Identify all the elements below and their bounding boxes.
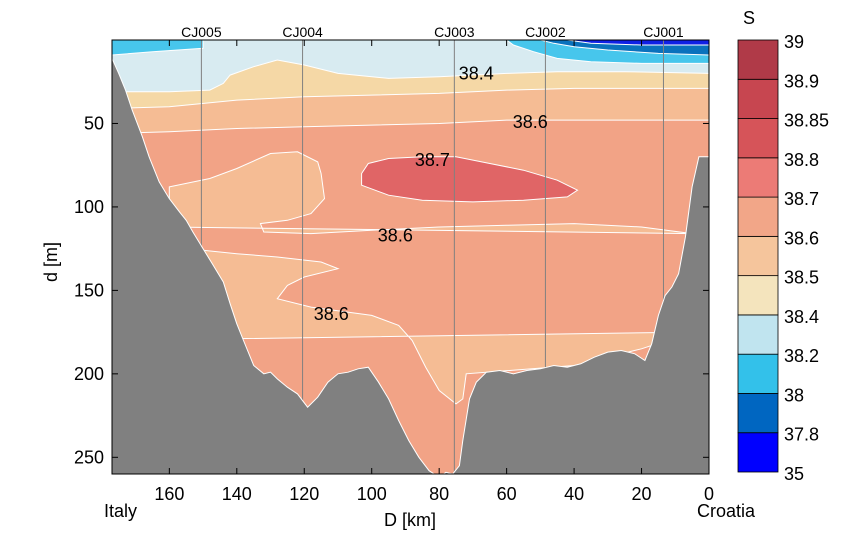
x-end-label-left: Italy [104,501,137,521]
colorbar-swatch [737,157,779,198]
colorbar-tick-label: 35 [784,464,804,484]
y-tick-label: 150 [74,280,104,300]
contour-label: 38.6 [513,112,548,132]
x-axis: 160 140 120 100 80 60 40 20 0 [154,40,714,504]
x-tick-label: 100 [357,484,387,504]
colorbar-tick-label: 38.8 [784,150,819,170]
contour-label: 38.7 [415,150,450,170]
y-axis-label: d [m] [41,242,61,282]
colorbar-tick-label: 39 [784,32,804,52]
salinity-region [112,40,204,56]
colorbar-tick-label: 38.6 [784,228,819,248]
y-axis: 50 100 150 200 250 [74,113,709,467]
salinity-region [361,156,579,203]
station-labels: CJ005 CJ004 CJ003 CJ002 CJ001 [181,24,684,40]
x-tick-label: 0 [704,484,714,504]
colorbar-tick-label: 38.9 [784,71,819,91]
colorbar-title: S [743,8,755,28]
x-end-label-right: Croatia [697,501,756,521]
x-tick-label: 40 [564,484,584,504]
colorbar: 35 37.8 38 38.2 38.4 38.5 38.6 38.7 38.8 38.85 38.… [737,32,829,484]
contour-label: 38.6 [314,304,349,324]
colorbar-tick-label: 38.7 [784,189,819,209]
station-label: CJ005 [181,24,222,40]
colorbar-swatch [737,393,779,434]
y-tick-label: 50 [84,113,104,133]
colorbar-swatch [737,432,779,473]
x-tick-label: 140 [222,484,252,504]
x-tick-label: 60 [497,484,517,504]
station-label: CJ002 [525,24,566,40]
colorbar-tick-label: 37.8 [784,425,819,445]
colorbar-tick-label: 38.4 [784,307,819,327]
contour-labels: 38.4 38.6 38.7 38.6 38.6 [314,63,548,323]
y-tick-label: 100 [74,197,104,217]
seabed-bathymetry [112,58,709,474]
colorbar-swatch [737,314,779,355]
x-tick-label: 160 [154,484,184,504]
x-tick-label: 20 [632,484,652,504]
x-tick-label: 120 [289,484,319,504]
colorbar-tick-label: 38.5 [784,268,819,288]
x-tick-label: 80 [429,484,449,504]
colorbar-swatch [737,78,779,119]
colorbar-swatch [737,118,779,159]
y-tick-label: 250 [74,447,104,467]
colorbar-swatch [737,235,779,277]
colorbar-swatch [737,275,779,316]
x-axis-label: D [km] [384,510,436,530]
station-label: CJ004 [282,24,323,40]
plot-frame [111,39,710,475]
station-label: CJ001 [643,24,684,40]
colorbar-tick-label: 38.2 [784,346,819,366]
colorbar-swatch [737,353,779,394]
y-tick-label: 200 [74,364,104,384]
salinity-region [567,40,709,46]
colorbar-swatch [737,39,779,80]
contour-label: 38.6 [378,225,413,245]
colorbar-swatch [737,196,779,237]
contour-label: 38.4 [459,63,494,83]
colorbar-tick-label: 38 [784,385,804,405]
station-label: CJ003 [434,24,475,40]
plot-area [112,40,709,474]
colorbar-tick-label: 38.85 [784,111,829,131]
